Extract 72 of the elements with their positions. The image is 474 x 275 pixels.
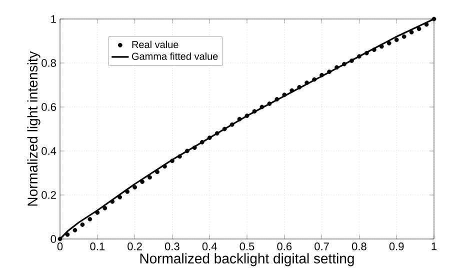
point (372, 48, 376, 52)
point (312, 77, 317, 82)
x-axis-title: Normalized backlight digital setting (140, 253, 354, 266)
point (394, 38, 399, 42)
point (334, 65, 339, 70)
point (260, 104, 264, 110)
point (102, 206, 108, 210)
point (432, 16, 436, 22)
point (95, 210, 100, 215)
point (72, 228, 78, 232)
point (88, 216, 92, 222)
point (297, 84, 302, 90)
point (162, 164, 167, 169)
x-tick-label: 0.7 (314, 242, 329, 250)
y-tick-label: 0.4 (42, 147, 56, 155)
y-tick-label: 0 (50, 235, 56, 243)
point (274, 97, 280, 102)
x-tick-label: 0.8 (352, 242, 366, 250)
point (65, 232, 70, 237)
x-tick-label: 0.6 (277, 242, 292, 250)
y-tick-label: 0.8 (42, 59, 56, 67)
point (424, 22, 429, 27)
point (364, 50, 369, 56)
point (327, 70, 332, 74)
legend-label: Gamma fitted value (132, 52, 218, 60)
x-tick-label: 0.9 (389, 242, 404, 250)
point (170, 158, 174, 164)
legend-label: Real value (132, 40, 178, 48)
point (386, 40, 392, 46)
point (177, 154, 182, 159)
point (267, 101, 272, 106)
x-tick-label: 1 (432, 242, 437, 250)
point (237, 116, 242, 122)
point (290, 88, 294, 93)
point (222, 126, 227, 132)
point (80, 222, 85, 227)
point (140, 180, 144, 184)
point (132, 185, 138, 190)
x-tick-label: 0.4 (202, 242, 217, 250)
x-tick-label: 0.5 (240, 242, 254, 250)
point (342, 62, 346, 66)
y-tick-label: 0.2 (42, 191, 56, 199)
point (252, 109, 257, 114)
point (379, 44, 384, 49)
point (416, 26, 422, 32)
point (409, 30, 414, 34)
point (184, 148, 190, 154)
point (125, 189, 130, 194)
x-tick-label: 0.1 (90, 242, 105, 250)
x-tick-label: 0.2 (128, 242, 142, 250)
point (200, 140, 204, 144)
y-tick-label: 1 (51, 15, 56, 23)
point (282, 92, 287, 98)
point (244, 114, 250, 118)
point (207, 136, 212, 140)
y-axis-title: Normalized light intensity (27, 51, 40, 206)
point (350, 58, 354, 63)
x-tick-label: 0 (57, 242, 63, 250)
point (155, 170, 160, 174)
x-tick-label: 0.3 (164, 242, 180, 250)
point (402, 34, 406, 39)
point (356, 54, 362, 59)
point (118, 194, 122, 200)
point (214, 131, 220, 136)
point (304, 80, 310, 85)
y-tick-label: 0.6 (42, 103, 56, 111)
point (110, 199, 115, 204)
point (192, 145, 197, 150)
point (230, 122, 234, 127)
point (58, 236, 62, 242)
point (320, 72, 324, 78)
point (148, 175, 152, 180)
